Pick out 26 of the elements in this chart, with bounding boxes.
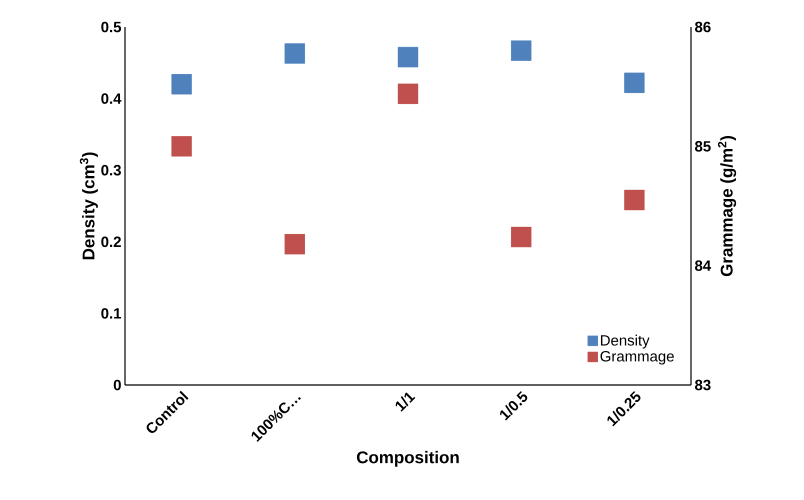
y-tick-label: 0.1 <box>101 308 122 319</box>
y-tick-label: 0.5 <box>101 22 122 32</box>
y-tick-label: 0.3 <box>101 164 121 176</box>
point <box>511 226 532 248</box>
y2-tick-label: 83 <box>694 380 711 390</box>
y-tick-label: 0.2 <box>101 236 121 248</box>
y2-axis-title: Grammage (g/m$^{2}$) <box>718 136 736 276</box>
y-tick-label: 0 <box>114 380 121 390</box>
y2-tick-label: 85 <box>694 141 711 152</box>
legend-label: Grammage <box>600 350 674 365</box>
point <box>171 74 192 94</box>
point <box>624 72 645 94</box>
y-tick-label: 0.4 <box>101 93 122 104</box>
point <box>624 190 645 210</box>
point <box>284 234 305 254</box>
legend-label: Density <box>600 334 650 349</box>
y-axis-title: Density (cm$^{3}$) <box>80 152 98 260</box>
point <box>398 84 418 104</box>
x-tick-label: 1/1 <box>396 392 416 412</box>
y2-tick-label: 86 <box>694 22 711 32</box>
x-axis-title: Composition <box>356 450 459 467</box>
point <box>171 136 192 157</box>
y2-tick-label: 84 <box>694 260 712 271</box>
point <box>511 40 532 61</box>
point <box>284 43 305 64</box>
point <box>398 46 418 68</box>
